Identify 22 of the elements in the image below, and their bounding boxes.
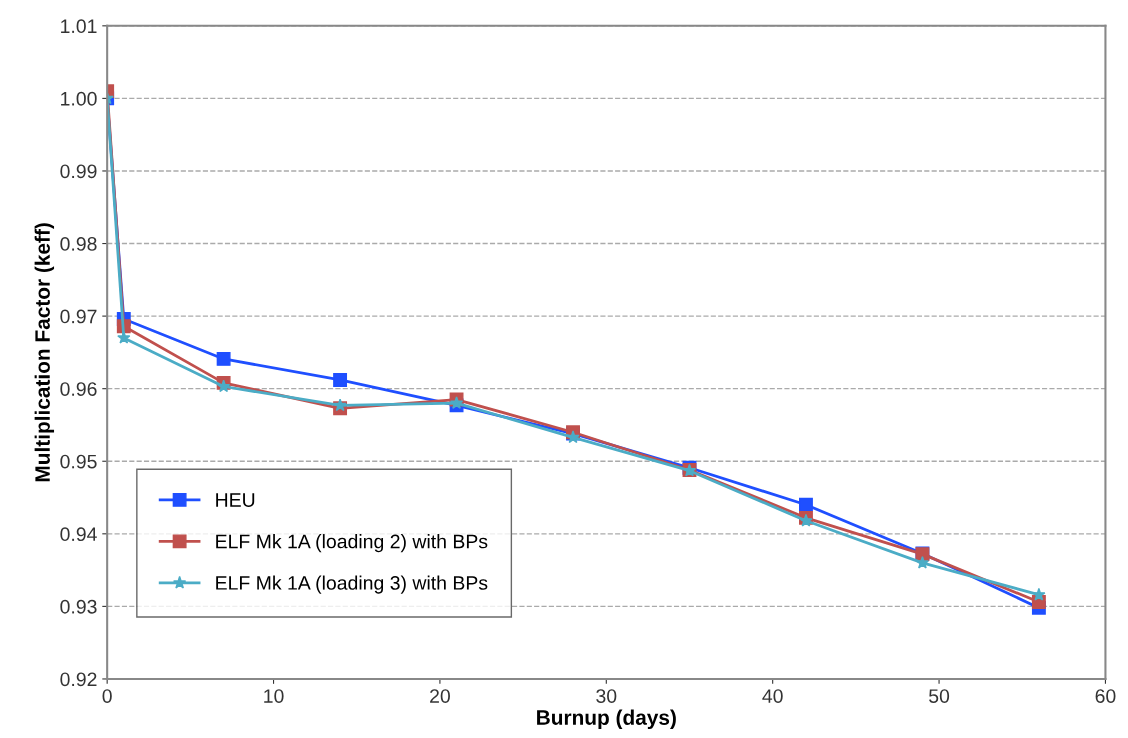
y-tick-label: 0.92 <box>60 672 97 687</box>
x-axis-title: Burnup (days) <box>537 709 676 730</box>
y-tick-label: 0.97 <box>60 309 97 324</box>
legend-label: HEU <box>216 493 255 507</box>
y-axis-title: Multiplication Factor (keff) <box>34 223 55 482</box>
y-tick-label: 0.94 <box>60 527 97 542</box>
y-tick-label: 0.95 <box>60 454 97 469</box>
y-tick-label: 0.99 <box>60 164 97 179</box>
x-tick-label: 20 <box>430 689 450 703</box>
y-tick-label: 0.98 <box>60 237 97 251</box>
x-tick-label: 40 <box>762 689 783 703</box>
y-tick-label: 1.00 <box>61 91 97 106</box>
y-tick-label: 0.93 <box>60 599 97 614</box>
x-tick-label: 0 <box>102 689 112 703</box>
legend-label: ELF Mk 1A (loading 2) with BPs <box>216 534 488 553</box>
legend-label: ELF Mk 1A (loading 3) with BPs <box>216 575 488 594</box>
y-tick-label: 1.01 <box>61 19 97 34</box>
y-tick-label: 0.96 <box>60 382 97 396</box>
x-tick-label: 50 <box>929 689 950 703</box>
x-tick-label: 60 <box>1095 689 1116 703</box>
x-tick-label: 10 <box>264 689 284 703</box>
x-tick-label: 30 <box>596 689 617 703</box>
